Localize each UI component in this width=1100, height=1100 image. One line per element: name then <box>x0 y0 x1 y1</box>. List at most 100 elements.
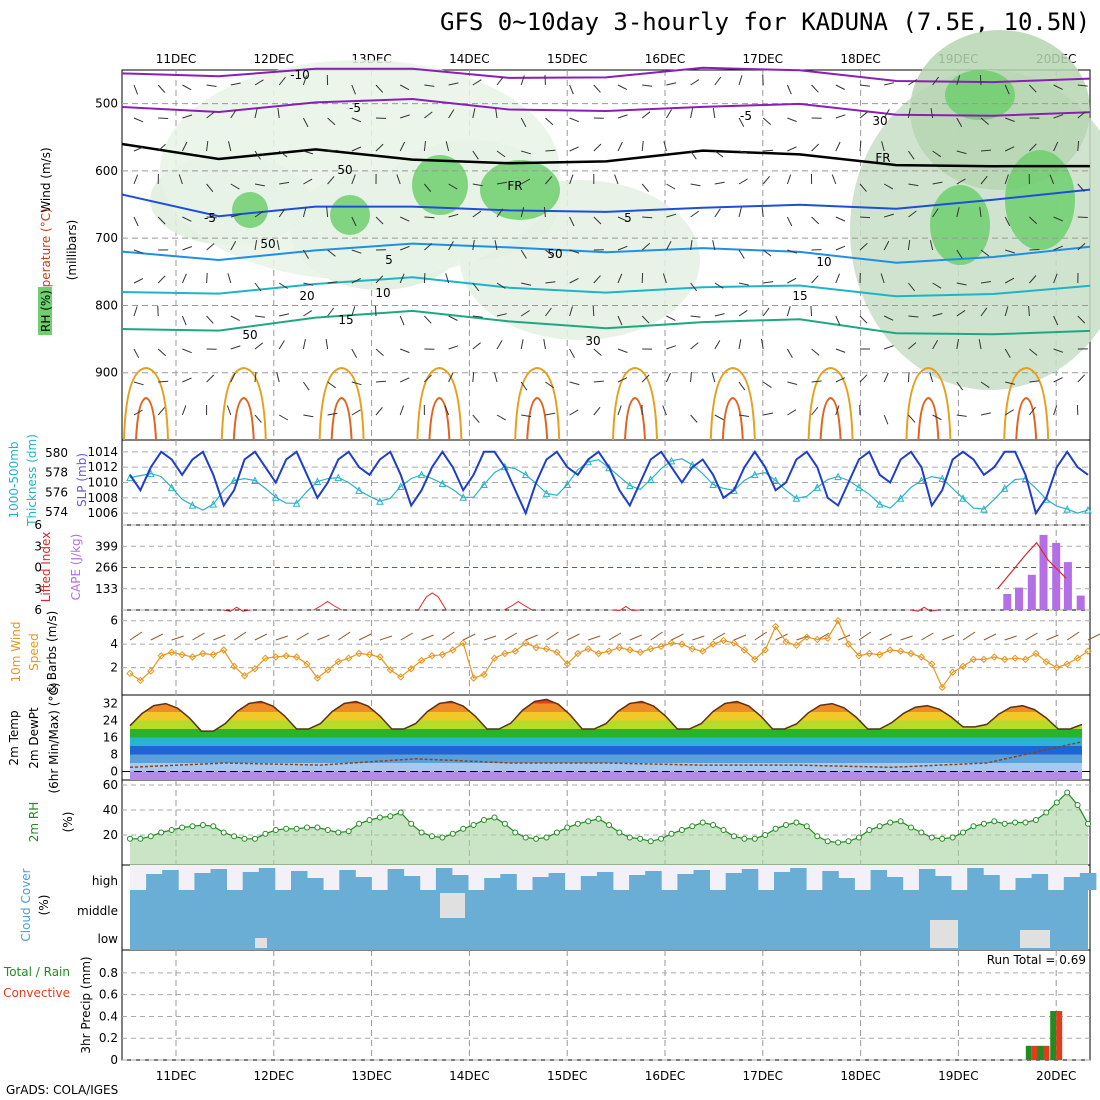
wind-speed-marker <box>199 649 207 658</box>
wind-barb <box>929 240 934 251</box>
cloud-high-cell <box>838 878 855 890</box>
wind-barb <box>762 307 770 317</box>
bottom-date-label: 16DEC <box>645 1069 685 1083</box>
contour-label: 10 <box>816 255 831 269</box>
rh-marker <box>689 823 696 830</box>
thickness-marker <box>605 463 613 472</box>
wind-speed-marker <box>584 645 592 653</box>
wind-speed-marker <box>678 640 686 648</box>
wind-barb <box>859 315 868 324</box>
wind-barb-10m <box>671 633 684 641</box>
precip-total-rain-label: Total / Rain <box>3 965 70 979</box>
wind-barb <box>956 414 967 417</box>
wind-barb <box>811 275 819 284</box>
wind-barb <box>182 216 192 222</box>
wind-barb <box>884 213 894 218</box>
contour-label: 30 <box>872 114 887 128</box>
boundary-layer-contour <box>123 366 169 441</box>
wind-barb <box>1053 141 1059 152</box>
wind-speed-marker <box>782 638 790 646</box>
wind-barb <box>133 278 144 284</box>
wind-barb <box>276 240 280 251</box>
wind-barb <box>157 275 166 284</box>
precip-total-bar <box>1050 1011 1057 1060</box>
wind-barb <box>569 409 579 416</box>
wind-speed-marker <box>147 667 155 675</box>
wind-barb <box>399 141 406 152</box>
temperature-contour <box>121 309 1091 336</box>
wind-barb <box>666 345 676 350</box>
wind-barb-10m <box>379 635 393 641</box>
wind-barb <box>1049 174 1055 185</box>
rh-marker <box>595 815 602 822</box>
rh-marker <box>606 822 612 828</box>
wind-barb <box>617 84 628 91</box>
wind-barb <box>956 339 959 350</box>
rh-marker <box>262 830 269 837</box>
wind-barb <box>1029 406 1036 416</box>
wind-barb <box>327 249 336 257</box>
wind-barb <box>448 213 459 218</box>
pressure-tick-label: 900 <box>95 366 118 380</box>
rh-marker <box>616 829 623 836</box>
wind-tick-label: 2 <box>110 661 118 675</box>
wind-barb-10m <box>692 635 705 641</box>
wind-barb <box>545 117 554 126</box>
boundary-layer-contour <box>624 396 646 441</box>
cape-bar <box>1076 595 1085 610</box>
wind-barb <box>472 183 483 187</box>
wind-barb-10m <box>546 631 559 641</box>
thickness-marker <box>396 482 405 490</box>
wind-barb <box>642 84 653 87</box>
wind-barb <box>835 377 846 383</box>
wind-speed-marker <box>282 652 290 660</box>
wind-barb <box>543 206 546 218</box>
wind-barb <box>663 141 667 152</box>
wind-barb-10m <box>400 632 413 641</box>
wind-barb <box>399 377 410 383</box>
wind-tick-label: 6 <box>110 614 118 628</box>
wind-barb <box>786 348 793 358</box>
wind-barb-10m <box>504 632 518 641</box>
lifted-index-line <box>611 605 640 612</box>
wind-barb-10m <box>567 633 580 641</box>
rh-marker <box>137 835 144 842</box>
wind-barb <box>133 216 139 227</box>
wind-barb <box>254 150 261 160</box>
wind-barb <box>978 339 982 350</box>
wind-barb <box>761 339 764 350</box>
rh2m-axis-label: 2m RH <box>27 802 41 843</box>
thickness-marker <box>480 480 488 488</box>
thickness-marker <box>563 480 572 488</box>
boundary-layer-contour <box>721 396 744 441</box>
wind-barb <box>493 372 498 383</box>
pressure-tick-label: 500 <box>95 97 118 111</box>
wind-barb <box>859 140 862 152</box>
wind-barb <box>206 243 215 251</box>
lifted-index-axis-label: Lifted Index <box>39 532 53 603</box>
wind-barb <box>1077 111 1086 119</box>
wind-barb <box>351 216 357 227</box>
wind-barb <box>424 111 433 119</box>
wind-barb <box>472 342 481 350</box>
wind-barb <box>786 84 792 95</box>
wind-barb <box>157 216 166 225</box>
rh-marker <box>658 835 665 842</box>
wind-barb <box>448 240 454 251</box>
boundary-layer-contour <box>807 366 854 441</box>
wind-barb <box>375 275 384 284</box>
wind-barb <box>254 414 262 423</box>
wind-barb <box>907 150 915 160</box>
rh-marker <box>772 825 779 832</box>
wind-barb <box>445 141 450 152</box>
wind-barb <box>883 372 889 383</box>
wind-barb <box>496 313 507 317</box>
wind-barb <box>932 76 939 86</box>
wind-barb <box>226 405 232 416</box>
temperature-contour <box>121 97 1091 117</box>
wind-barb <box>325 339 329 350</box>
wind-barb <box>230 183 240 190</box>
cape-bar <box>1015 587 1023 610</box>
wind-barb-10m <box>275 635 288 641</box>
wind-barb <box>254 372 257 383</box>
